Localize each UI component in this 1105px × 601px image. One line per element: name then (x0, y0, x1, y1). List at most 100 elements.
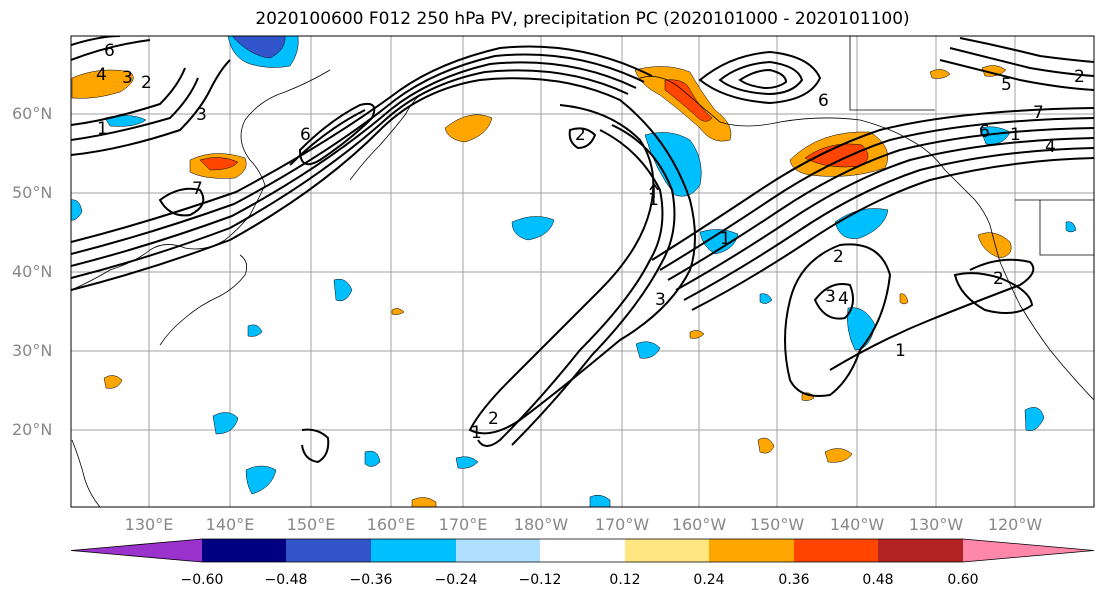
alaska-coast (639, 75, 946, 171)
lon-label: 170°E (438, 515, 488, 534)
precip-negative (1065, 221, 1077, 233)
contour-label: 4 (96, 65, 107, 85)
colorbar-segment (625, 539, 709, 562)
precip-positive (411, 497, 437, 507)
contour-label: 4 (838, 289, 849, 309)
colorbar-segment (878, 539, 963, 562)
colorbar-segment (456, 539, 540, 562)
contour-label: 6 (300, 125, 311, 145)
lat-label: 20°N (12, 420, 53, 439)
contour-label: 1 (471, 423, 482, 443)
precip-positive (824, 448, 853, 463)
precip-positive (929, 69, 951, 79)
lat-label: 50°N (12, 183, 53, 202)
precip-negative (333, 278, 353, 302)
precip-positive (981, 65, 1007, 77)
lon-label: 170°W (594, 515, 650, 534)
colorbar-tick-label: 0.24 (693, 572, 725, 588)
precip-positive (757, 437, 775, 454)
arrow-marker (649, 182, 659, 198)
contour-label: 6 (104, 41, 115, 61)
contour-label: 2 (1074, 67, 1085, 87)
na-border (1039, 200, 1094, 256)
colorbar-segment (371, 539, 456, 562)
precip-negative (759, 293, 773, 304)
japan-coast (159, 254, 248, 346)
contour-label: 1 (1010, 125, 1021, 145)
contour-label: 2 (488, 409, 499, 429)
colorbar-segment (709, 539, 794, 562)
precip-positive (899, 293, 909, 305)
contour-label: 3 (825, 287, 836, 307)
colorbar-tick-label: −0.60 (180, 572, 224, 588)
contour-label: 6 (979, 122, 990, 142)
colorbar-segment (286, 539, 371, 562)
contour-label: 2 (993, 269, 1004, 289)
contour-label: 2 (141, 73, 152, 93)
precip-positive (71, 69, 134, 99)
precip-negative (635, 341, 661, 359)
lon-label: 140°E (205, 515, 255, 534)
colorbar-segment (202, 539, 286, 562)
contour-label: 5 (1001, 75, 1012, 95)
lon-label: 150°W (749, 515, 805, 534)
contour-label: 7 (192, 179, 203, 199)
precip-negative (364, 450, 381, 467)
contour-label: 3 (122, 68, 133, 88)
colorbar-tick-label: 0.60 (947, 572, 979, 588)
lon-label: 160°E (366, 515, 416, 534)
precip-positive-core (199, 157, 239, 171)
lon-label: 180°W (513, 515, 569, 534)
precip-positive-core (664, 79, 713, 122)
precip-positive (103, 375, 123, 389)
lon-label: 130°E (124, 515, 174, 534)
contour-label: 1 (895, 341, 906, 361)
precip-positive (391, 308, 405, 315)
contour-label: 7 (1033, 103, 1044, 123)
colorbar-tick-label: −0.24 (434, 572, 478, 588)
contour-label: 1 (97, 119, 108, 139)
colorbar-tick-label: −0.12 (518, 572, 562, 588)
ph-coast (71, 439, 101, 507)
colorbar-tick-label: 0.36 (778, 572, 810, 588)
precip-negative (212, 412, 239, 435)
precip-patches (71, 36, 1077, 507)
lat-label: 60°N (12, 104, 53, 123)
lon-label: 150°E (286, 515, 336, 534)
precip-negative (455, 456, 479, 469)
precip-negative (644, 132, 702, 197)
colorbar-tick-label: −0.36 (349, 572, 393, 588)
contour-label: 3 (196, 105, 207, 125)
lon-label: 160°W (671, 515, 727, 534)
contour-label: 2 (575, 125, 586, 145)
coastlines (71, 36, 1094, 507)
colorbar-segment (71, 539, 202, 562)
colorbar-segment (963, 539, 1094, 562)
precip-negative (699, 229, 739, 255)
colorbar-tick-label: 0.48 (862, 572, 894, 588)
contour-label: 2 (833, 247, 844, 267)
precip-negative (71, 199, 83, 221)
colorbar-segment (540, 539, 625, 562)
precip-positive (444, 114, 493, 143)
map-frame (70, 35, 1095, 508)
lon-label: 130°W (908, 515, 964, 534)
colorbar-segment (794, 539, 878, 562)
contour-label: 1 (648, 190, 659, 210)
contour-label: 4 (1045, 137, 1056, 157)
contour-label-group: 6 4 3 2 1 6 7 1 2 3 6 1 3 2 4 1 2 3 1 5 … (96, 41, 1085, 443)
colorbar (70, 538, 1095, 563)
colorbar-outline (70, 538, 1095, 563)
map-title: 2020100600 F012 250 hPa PV, precipitatio… (255, 9, 910, 29)
pv-contours (71, 36, 1094, 464)
precip-negative-core (231, 36, 286, 59)
contour-label: 1 (720, 229, 731, 249)
precip-positive (977, 232, 1012, 259)
precip-negative (589, 494, 611, 507)
na-border (849, 36, 935, 111)
precip-negative (1024, 407, 1045, 431)
precip-positive-core (804, 143, 869, 168)
contour-label: 6 (818, 91, 829, 111)
na-coast (944, 169, 1094, 401)
